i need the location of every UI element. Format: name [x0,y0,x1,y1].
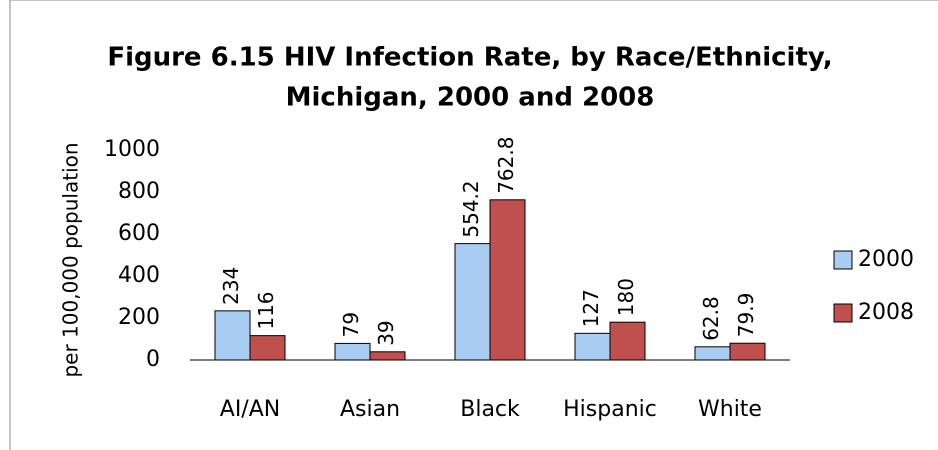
x-tick-label: Black [460,397,520,422]
y-tick-label: 0 [146,347,160,372]
chart-title: Michigan, 2000 and 2008 [286,83,655,113]
x-tick-label: Hispanic [563,397,657,422]
x-tick-label: White [698,397,762,422]
x-tick-label: AI/AN [220,397,280,422]
y-tick-label: 1000 [104,137,160,162]
y-tick-label: 800 [118,179,160,204]
data-label: 39 [374,320,398,345]
data-label: 116 [254,291,278,329]
bar [369,351,406,361]
y-tick-label: 400 [118,263,160,288]
legend-label: 2008 [858,300,914,325]
y-axis-title: per 100,000 population [59,142,83,377]
data-label: 79 [339,312,363,337]
x-tick-label: Asian [340,397,400,422]
bar [334,342,371,361]
data-label: 554.2 [459,180,483,237]
legend-label: 2000 [858,247,914,272]
bar [574,332,611,361]
data-label: 180 [614,278,638,316]
data-label: 234 [219,267,243,305]
bar [249,335,286,361]
data-label: 762.8 [494,137,518,194]
bar [489,199,526,361]
legend-swatch [833,250,853,270]
y-tick-label: 200 [118,305,160,330]
data-label: 127 [579,289,603,327]
bar [609,321,646,361]
legend-swatch [833,303,853,323]
data-label: 62.8 [699,296,723,341]
data-label: 79.9 [734,293,758,338]
bar [729,342,766,361]
bar [454,243,491,361]
chart-title: Figure 6.15 HIV Infection Rate, by Race/… [107,43,832,73]
bar [214,310,251,361]
y-tick-label: 600 [118,221,160,246]
bar [694,346,731,361]
